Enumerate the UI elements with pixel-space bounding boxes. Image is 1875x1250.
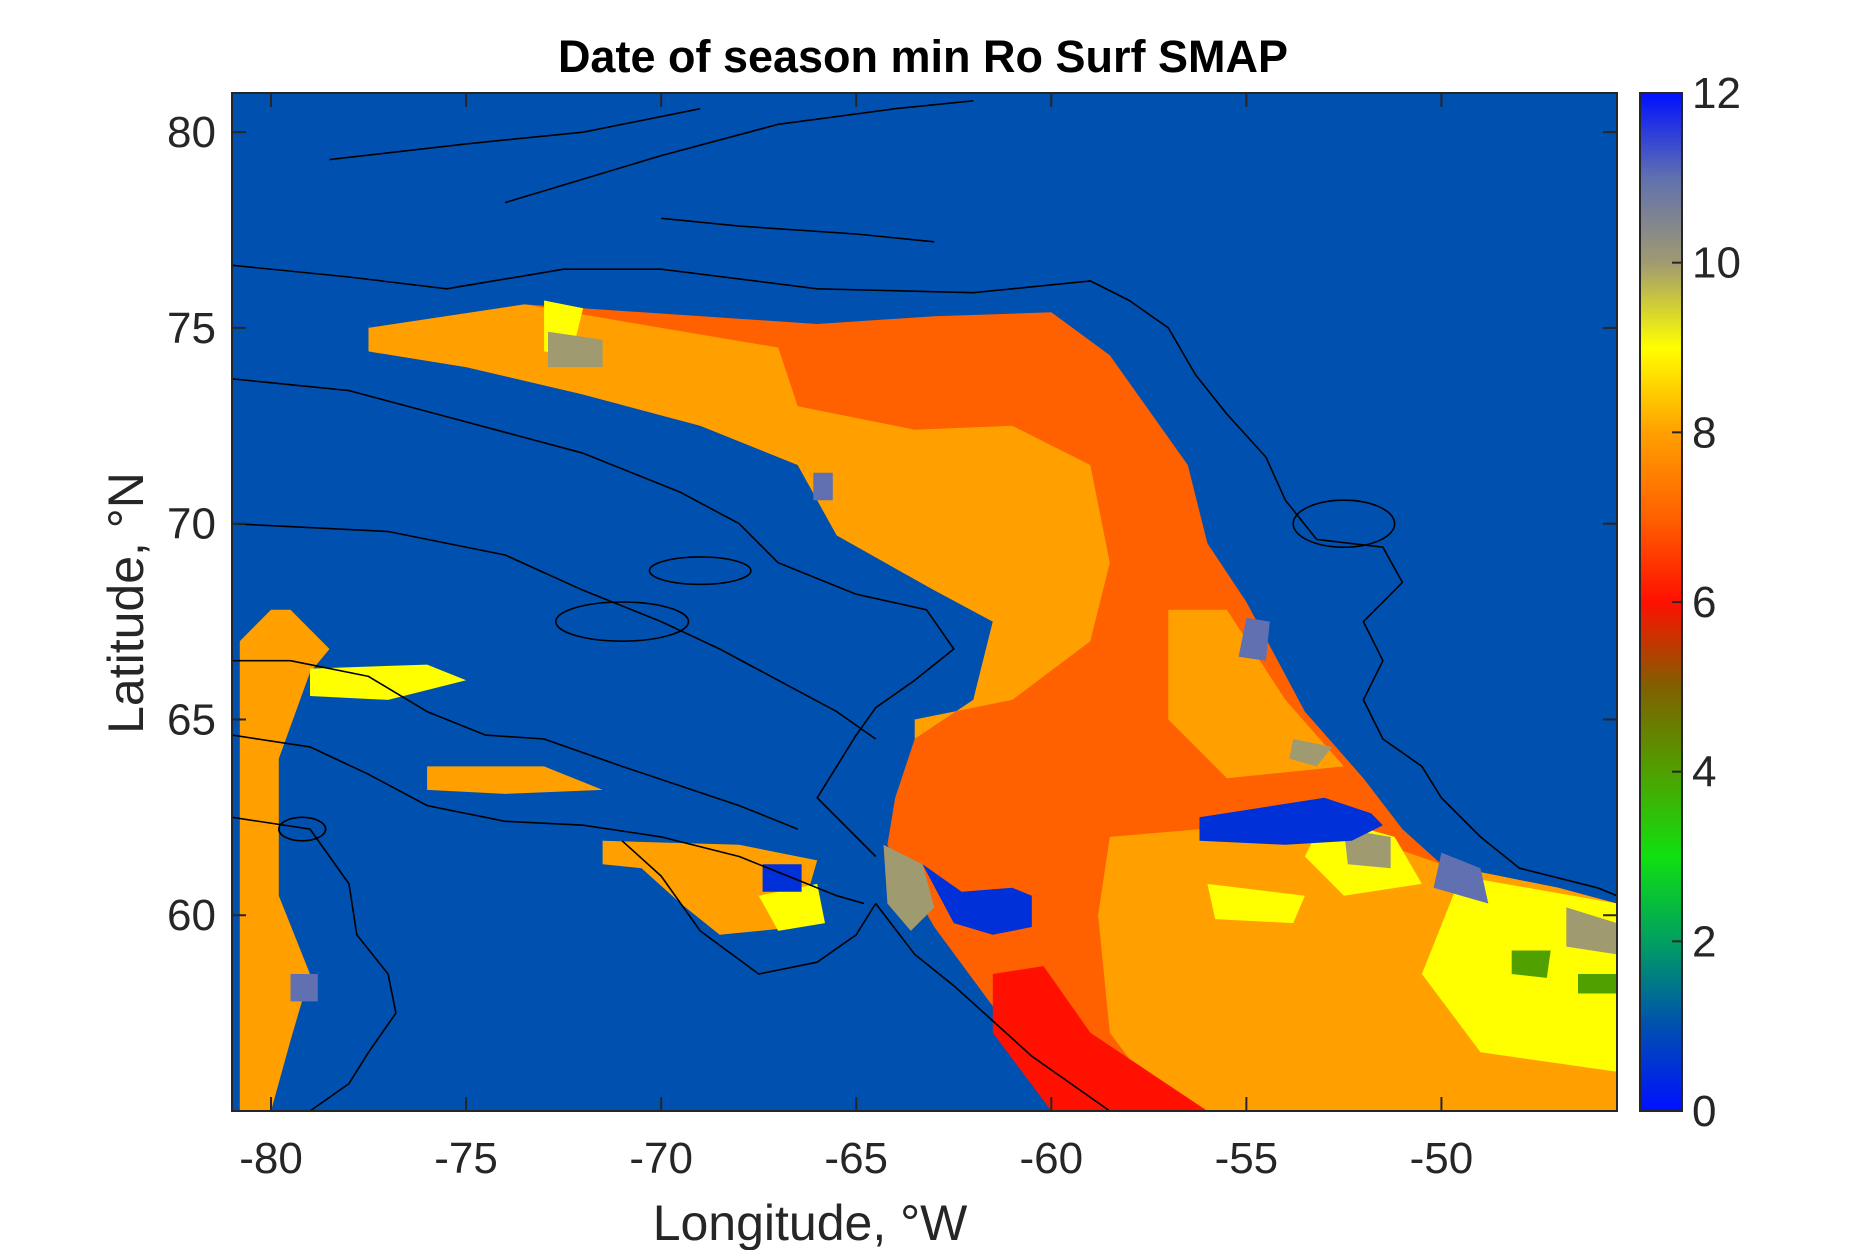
- heatmap-region-22: [1578, 974, 1617, 994]
- heatmap-region-7: [427, 766, 603, 794]
- coastline-6: [232, 659, 798, 830]
- heatmap-region-24: [290, 974, 318, 1002]
- colorbar-ticks: 0 2 4 6 8 10 12: [1672, 69, 1741, 1136]
- heatmap-region-20: [1566, 907, 1617, 955]
- heatmap-region-17: [1343, 829, 1391, 869]
- y-axis-label: Latitude, °N: [98, 472, 154, 734]
- lake-outline-2: [278, 816, 327, 842]
- x-tick-label: -65: [824, 1134, 888, 1183]
- plot-frame: [231, 92, 1618, 1112]
- coastline-5: [232, 522, 877, 740]
- heatmap-region-10: [758, 883, 825, 931]
- heatmap-region-25: [1199, 797, 1383, 845]
- coastline-7: [232, 734, 865, 905]
- heatmap-region-4: [992, 966, 1208, 1111]
- x-tick-label: -55: [1215, 1134, 1279, 1183]
- colorbar-tick-label: 2: [1692, 917, 1716, 966]
- heatmap-region-27: [762, 864, 802, 892]
- coastline-4: [232, 378, 955, 858]
- heatmap-region-21: [1511, 950, 1551, 978]
- colorbar-tick-label: 6: [1692, 578, 1716, 627]
- coastline-2: [329, 107, 701, 161]
- y-tick-label: 80: [167, 108, 216, 157]
- coastline-3: [661, 217, 935, 243]
- heatmap-region-3: [1168, 609, 1344, 779]
- lake-outline-1: [555, 601, 690, 642]
- y-tick-label: 65: [167, 695, 216, 744]
- coastline-10: [875, 903, 1111, 1111]
- colorbar-tick-label: 4: [1692, 748, 1716, 797]
- x-axis-label: Longitude, °W: [653, 1195, 968, 1250]
- heatmap-region-23: [813, 472, 833, 501]
- x-tick-label: -70: [629, 1134, 693, 1183]
- heatmap-region-15: [1207, 883, 1305, 924]
- y-tick-label: 60: [167, 891, 216, 940]
- lake-outline-3: [1292, 499, 1396, 548]
- coastline-8: [232, 816, 397, 1111]
- plot-area: -80 -75 -70 -65 -60 -55 -50 60 65 70 75 80: [167, 92, 1618, 1183]
- x-tick-label: -75: [434, 1134, 498, 1183]
- colorbar-tick-label: 12: [1692, 69, 1741, 118]
- y-tick-label: 70: [167, 500, 216, 549]
- heatmap-region-16: [1289, 739, 1333, 767]
- coastline-9: [621, 840, 877, 975]
- heatmap-region-6: [310, 664, 467, 700]
- x-tick-label: -50: [1410, 1134, 1474, 1183]
- heatmap-region-26: [922, 864, 1032, 935]
- colorbar-tick-label: 10: [1692, 239, 1741, 288]
- heatmap-region-1: [368, 304, 1110, 739]
- y-axis: 60 65 70 75 80: [167, 108, 1617, 940]
- x-tick-label: -60: [1019, 1134, 1083, 1183]
- heatmap-region-19: [1238, 617, 1270, 661]
- heatmap-regions: [239, 300, 1617, 1111]
- heatmap-region-9: [883, 844, 935, 931]
- colorbar-tick-label: 0: [1692, 1087, 1716, 1136]
- x-tick-label: -80: [239, 1134, 303, 1183]
- heatmap-region-18: [1433, 852, 1489, 904]
- coastline-0: [232, 264, 1617, 897]
- heatmap-region-5: [239, 609, 330, 1111]
- colorbar: 0 2 4 6 8 10 12: [1639, 69, 1741, 1136]
- colorbar-tick-label: 8: [1692, 408, 1716, 457]
- heatmap-region-12: [548, 331, 603, 368]
- coastline-1: [504, 100, 974, 204]
- x-axis: -80 -75 -70 -65 -60 -55 -50: [239, 93, 1473, 1183]
- y-tick-label: 75: [167, 304, 216, 353]
- coastlines: [232, 100, 1617, 1111]
- lake-outline-0: [648, 556, 752, 586]
- chart-title: Date of season min Ro Surf SMAP: [558, 31, 1288, 82]
